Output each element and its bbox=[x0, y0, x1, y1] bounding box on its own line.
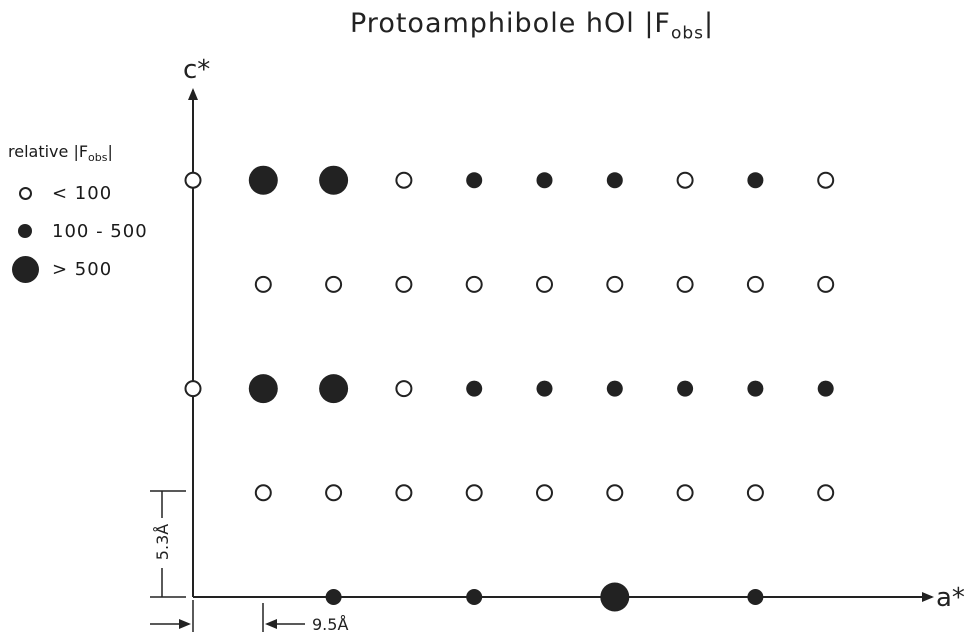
reflection-filled-h2-l0 bbox=[325, 589, 342, 605]
reflection-filled-h5-l2 bbox=[536, 380, 553, 397]
reflection-open-h9-l4 bbox=[817, 171, 835, 189]
reflection-open-h8-l1 bbox=[746, 484, 764, 502]
title-prefix: Protoamphibole hOl |F bbox=[350, 8, 671, 39]
reflection-open-h0-l4 bbox=[184, 171, 202, 189]
reflection-filled-h7-l2 bbox=[677, 380, 694, 397]
reflection-filled-h6-l2 bbox=[606, 380, 623, 397]
reflection-open-h0-l2 bbox=[184, 380, 202, 398]
reflection-filled-h8-l4 bbox=[747, 172, 764, 189]
legend-title: relative |Fobs| bbox=[8, 142, 148, 164]
reflection-open-h8-l3 bbox=[746, 275, 764, 293]
reflection-large-h2-l2 bbox=[319, 374, 349, 404]
reflection-filled-h4-l2 bbox=[466, 380, 483, 397]
reflection-large-h1-l2 bbox=[248, 374, 278, 404]
large-filled-circle-icon bbox=[11, 255, 39, 283]
reflection-filled-h8-l2 bbox=[747, 380, 764, 397]
a-axis-label: a* bbox=[936, 583, 965, 613]
reflection-open-h7-l4 bbox=[676, 171, 694, 189]
reflection-filled-h8-l0 bbox=[747, 589, 764, 605]
reflection-open-h5-l1 bbox=[536, 484, 553, 502]
legend-title-suffix: | bbox=[107, 142, 113, 161]
reflection-open-h4-l3 bbox=[465, 275, 483, 293]
reflection-open-h3-l2 bbox=[395, 380, 413, 398]
legend-title-prefix: relative |F bbox=[8, 142, 89, 161]
reflection-open-h7-l3 bbox=[676, 275, 694, 293]
filled-circle-icon bbox=[18, 224, 32, 239]
c-axis-label: c* bbox=[183, 55, 210, 85]
legend: relative |Fobs| < 100 100 - 500 > 500 bbox=[8, 142, 148, 288]
open-circle-icon bbox=[18, 186, 32, 200]
reflection-open-h2-l3 bbox=[325, 275, 343, 293]
reflection-filled-h4-l0 bbox=[466, 589, 483, 605]
reflection-open-h3-l4 bbox=[395, 171, 413, 189]
reflection-open-h6-l3 bbox=[606, 275, 624, 293]
reflection-open-h3-l3 bbox=[395, 275, 413, 293]
legend-item-large: > 500 bbox=[8, 250, 148, 288]
reflection-open-h2-l1 bbox=[325, 484, 343, 502]
reflection-open-h9-l3 bbox=[817, 275, 835, 293]
legend-label-large: > 500 bbox=[52, 258, 113, 280]
reflection-large-h6-l0 bbox=[600, 582, 630, 612]
reflection-open-h9-l1 bbox=[817, 484, 835, 502]
reflection-open-h4-l1 bbox=[465, 484, 483, 502]
title-subscript: obs bbox=[670, 23, 705, 44]
reflection-open-h1-l1 bbox=[254, 484, 272, 502]
legend-label-filled: 100 - 500 bbox=[52, 220, 148, 242]
title-suffix: | bbox=[704, 8, 715, 39]
reflection-large-h2-l4 bbox=[319, 165, 349, 195]
reflection-filled-h9-l2 bbox=[817, 380, 834, 397]
reflection-open-h1-l3 bbox=[254, 275, 272, 293]
legend-item-filled: 100 - 500 bbox=[8, 212, 148, 250]
reflection-filled-h6-l4 bbox=[606, 172, 623, 189]
reflection-large-h1-l4 bbox=[248, 165, 278, 195]
legend-title-subscript: obs bbox=[88, 151, 108, 165]
reflection-spots bbox=[184, 165, 835, 612]
legend-item-open: < 100 bbox=[8, 174, 148, 212]
c-spacing-label: 5.3Å bbox=[153, 524, 172, 560]
reflection-open-h6-l1 bbox=[606, 484, 624, 502]
reflection-filled-h5-l4 bbox=[536, 172, 553, 189]
reflection-open-h3-l1 bbox=[395, 484, 413, 502]
diagram-title: Protoamphibole hOl |Fobs| bbox=[350, 8, 770, 43]
legend-label-open: < 100 bbox=[52, 182, 113, 204]
reflection-filled-h4-l4 bbox=[466, 172, 483, 189]
reflection-open-h7-l1 bbox=[676, 484, 694, 502]
a-spacing-label: 9.5Å bbox=[312, 615, 348, 633]
reflection-open-h5-l3 bbox=[536, 275, 553, 293]
